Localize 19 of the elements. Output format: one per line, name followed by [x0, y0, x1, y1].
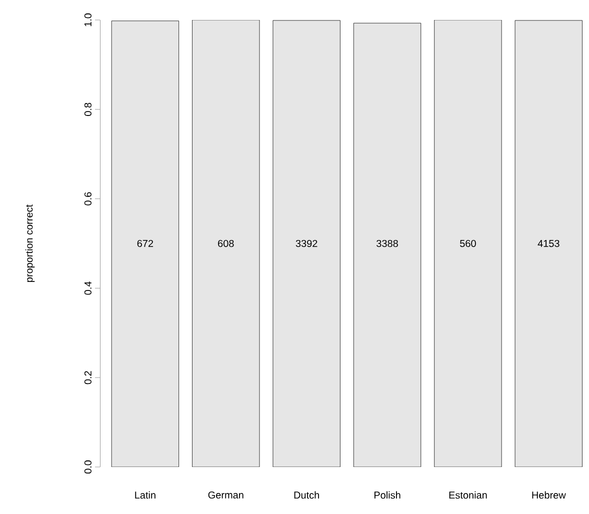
y-tick-label: 0.6	[84, 192, 92, 206]
x-tick-label: Latin	[135, 491, 156, 499]
x-tick-label: Estonian	[449, 491, 487, 499]
x-tick-label: German	[208, 491, 244, 499]
annotation: 560	[460, 240, 476, 248]
annotation: 4153	[538, 240, 560, 248]
annotation: 3392	[296, 240, 318, 248]
y-tick-label: 0.2	[84, 371, 92, 384]
x-tick-label: Polish	[374, 491, 400, 499]
y-tick-label: 0.4	[84, 282, 92, 295]
annotation: 3388	[376, 240, 398, 248]
annotation: 672	[137, 240, 154, 248]
y-axis-title: proportion correct	[25, 204, 35, 282]
y-tick-label: 0.8	[84, 102, 92, 116]
annotation: 608	[218, 240, 234, 248]
y-tick-label: 0.0	[84, 460, 92, 474]
x-tick-label: Dutch	[294, 491, 319, 499]
y-tick-label: 1.0	[84, 13, 92, 26]
x-tick-label: Hebrew	[532, 491, 566, 499]
